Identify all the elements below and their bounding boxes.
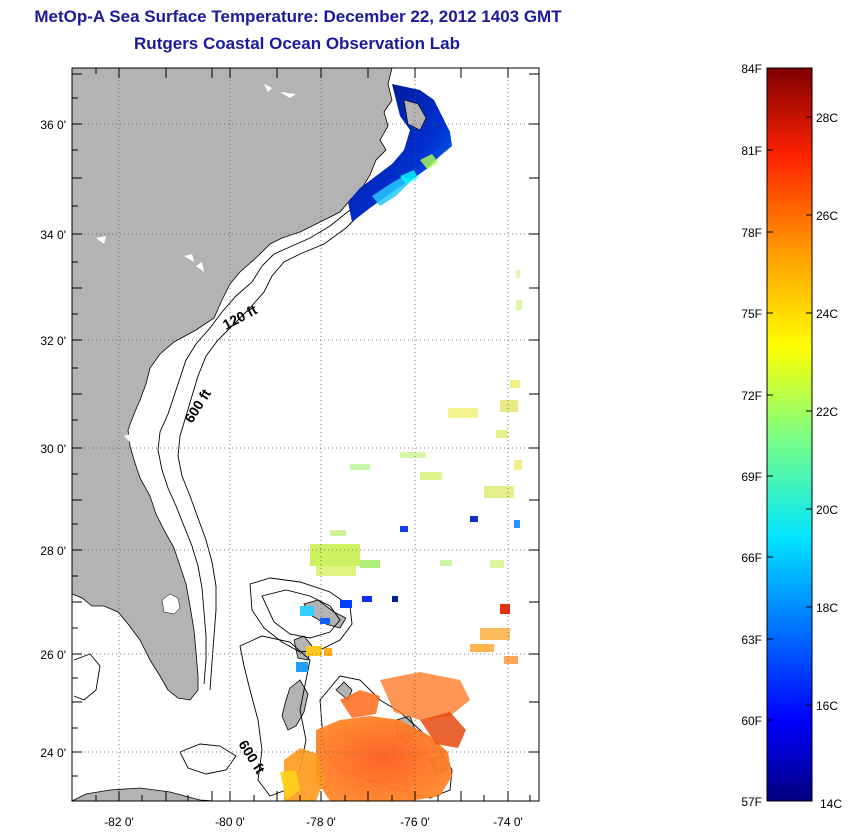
- map-subtitle: Rutgers Coastal Ocean Observation Lab: [134, 34, 460, 53]
- lat-label: 24 0': [40, 746, 66, 760]
- colorbar-c-label: 26C: [816, 209, 838, 223]
- colorbar-f-label: 66F: [741, 551, 762, 565]
- colorbar-f-label: 81F: [741, 144, 762, 158]
- lon-label: -82 0': [104, 815, 134, 829]
- sst-warm-bahamas: [316, 716, 452, 801]
- lat-label: 26 0': [40, 648, 66, 662]
- andros-island: [281, 679, 309, 731]
- grand-bahama: [303, 599, 347, 629]
- lon-label: -74 0': [493, 815, 523, 829]
- contour-600ft: [177, 211, 363, 691]
- colorbar-c-label: 22C: [816, 405, 838, 419]
- us-landmass: [72, 68, 393, 701]
- lon-label: -76 0': [400, 815, 430, 829]
- lon-label: -80 0': [215, 815, 245, 829]
- colorbar-c-label: 28C: [816, 111, 838, 125]
- colorbar-c-label: 24C: [816, 307, 838, 321]
- colorbar-f-label: 72F: [741, 389, 762, 403]
- lat-label: 30 0': [40, 442, 66, 456]
- colorbar-c-label: 20C: [816, 503, 838, 517]
- colorbar-f-label: 60F: [741, 714, 762, 728]
- sst-scattered-pixels: [296, 270, 522, 672]
- colorbar-ticks: [767, 116, 812, 721]
- lat-label: 32 0': [40, 334, 66, 348]
- colorbar-f-label: 69F: [741, 470, 762, 484]
- lake-okeechobee: [161, 593, 181, 615]
- map-title: MetOp-A Sea Surface Temperature: Decembe…: [34, 7, 562, 26]
- colorbar-f-label: 75F: [741, 307, 762, 321]
- lat-label: 34 0': [40, 228, 66, 242]
- colorbar-c-label: 18C: [816, 601, 838, 615]
- colorbar-c-label: 14C: [820, 797, 842, 811]
- contour-120ft: [157, 209, 351, 685]
- colorbar-f-label: 84F: [741, 62, 762, 76]
- colorbar-f-label: 78F: [741, 226, 762, 240]
- colorbar-f-label: 63F: [741, 633, 762, 647]
- colorbar-c-label: 16C: [816, 699, 838, 713]
- lat-label: 28 0': [40, 544, 66, 558]
- lon-label: -78 0': [306, 815, 336, 829]
- colorbar: [766, 67, 813, 802]
- colorbar-f-label: 57F: [741, 795, 762, 809]
- map-ticks: [72, 68, 539, 801]
- lat-label: 36 0': [40, 118, 66, 132]
